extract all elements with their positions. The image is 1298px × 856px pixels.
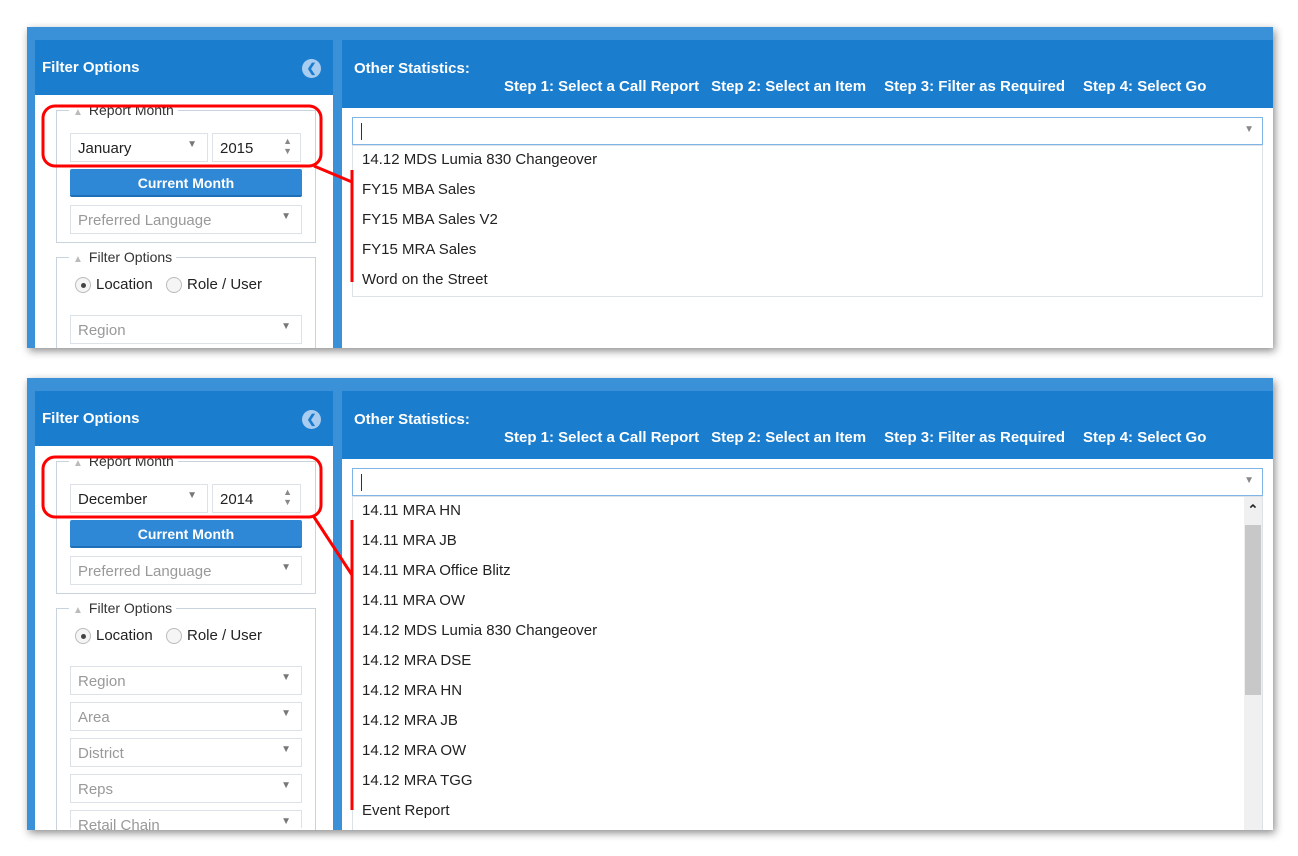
list-item[interactable]: Word on the Street <box>362 271 488 288</box>
main-header: Other Statistics: Step 1: Select a Call … <box>342 391 1273 459</box>
report-month-fieldset: ▲ Report Month December ▼ 2014 ▲ ▼ Current M… <box>56 453 316 594</box>
filter-options-legend: Filter Options <box>88 600 173 616</box>
main-content: Other Statistics: Step 1: Select a Call … <box>342 391 1273 830</box>
step-1: Step 1: Select a Call Report <box>504 429 700 446</box>
list-item[interactable]: 14.12 MRA OW <box>362 742 467 759</box>
step-1: Step 1: Select a Call Report <box>504 78 700 95</box>
page-title: Other Statistics: <box>354 60 470 77</box>
chevron-up-icon[interactable]: ⌃ <box>1247 502 1259 517</box>
filter-options-fieldset: ▲ Filter Options Location Role / User Reg… <box>56 249 316 348</box>
list-item[interactable]: 14.12 MDS Lumia 830 Changeover <box>362 151 598 168</box>
collapse-triangle-icon[interactable]: ▲ <box>73 605 83 616</box>
preferred-language-select[interactable]: Preferred Language ▼ <box>70 556 302 585</box>
chevron-down-icon[interactable]: ▼ <box>1244 124 1254 135</box>
list-item[interactable]: FY15 MBA Sales V2 <box>362 211 498 228</box>
page-title: Other Statistics: <box>354 411 470 428</box>
spinner-arrows-icon[interactable]: ▲ ▼ <box>283 487 292 507</box>
list-item[interactable]: 14.11 MRA OW <box>362 592 466 609</box>
collapse-triangle-icon[interactable]: ▲ <box>73 254 83 265</box>
list-item[interactable]: 14.12 MRA JB <box>362 712 458 729</box>
step-4: Step 4: Select Go <box>1083 78 1207 95</box>
step-2: Step 2: Select an Item <box>711 429 867 446</box>
chevron-down-icon: ▼ <box>281 321 291 332</box>
year-spinner[interactable]: 2015 ▲ ▼ <box>212 133 301 162</box>
list-item[interactable]: 14.11 MRA Office Blitz <box>362 562 511 579</box>
filter-sidebar: Filter Options ❮ ▲ Report Month December ▼… <box>35 391 333 830</box>
chevron-down-icon: ▼ <box>281 816 291 827</box>
report-month-legend: Report Month <box>88 102 174 118</box>
sidebar-header: Filter Options ❮ <box>35 391 333 446</box>
sidebar-header: Filter Options ❮ <box>35 40 333 95</box>
text-cursor <box>361 123 362 140</box>
filter-sidebar: Filter Options ❮ ▲ Report Month January ▼ … <box>35 40 333 348</box>
list-item[interactable]: 14.12 MRA TGG <box>362 772 473 789</box>
step-instructions: Step 1: Select a Call Report Step 2: Sel… <box>504 78 1206 95</box>
screenshot-panel-1: Filter Options ❮ ▲ Report Month January ▼ … <box>27 27 1273 348</box>
collapse-left-icon[interactable]: ❮ <box>302 59 321 78</box>
collapse-triangle-icon[interactable]: ▲ <box>73 107 83 118</box>
month-select[interactable]: December ▼ <box>70 484 208 513</box>
chevron-down-icon: ▼ <box>187 490 197 501</box>
select-retail-chain[interactable]: Retail Chain ▼ <box>70 810 302 830</box>
step-3: Step 3: Filter as Required <box>884 429 1066 446</box>
select-region[interactable]: Region ▼ <box>70 666 302 695</box>
chevron-down-icon: ▼ <box>281 708 291 719</box>
list-item[interactable]: 14.12 MDS Lumia 830 Changeover <box>362 622 598 639</box>
chevron-down-icon: ▼ <box>281 211 291 222</box>
step-instructions: Step 1: Select a Call Report Step 2: Sel… <box>504 429 1206 446</box>
radio-location[interactable]: Location <box>75 276 153 293</box>
chevron-down-icon[interactable]: ▼ <box>1244 475 1254 486</box>
radio-role-user[interactable]: Role / User <box>166 276 262 293</box>
preferred-language-select[interactable]: Preferred Language ▼ <box>70 205 302 234</box>
select-district[interactable]: District ▼ <box>70 738 302 767</box>
list-item[interactable]: Event Report <box>362 802 450 819</box>
collapse-left-icon[interactable]: ❮ <box>302 410 321 429</box>
call-report-dropdown-list: 14.12 MDS Lumia 830 Changeover FY15 MBA S… <box>352 145 1263 297</box>
select-region[interactable]: Region ▼ <box>70 315 302 344</box>
chevron-down-icon: ▼ <box>281 744 291 755</box>
text-cursor <box>361 474 362 491</box>
year-spinner[interactable]: 2014 ▲ ▼ <box>212 484 301 513</box>
collapse-triangle-icon[interactable]: ▲ <box>73 458 83 469</box>
step-2: Step 2: Select an Item <box>711 78 867 95</box>
sidebar-title: Filter Options <box>42 410 140 427</box>
spinner-arrows-icon[interactable]: ▲ ▼ <box>283 136 292 156</box>
month-select[interactable]: January ▼ <box>70 133 208 162</box>
main-header: Other Statistics: Step 1: Select a Call … <box>342 40 1273 108</box>
radio-role-user[interactable]: Role / User <box>166 627 262 644</box>
chevron-down-icon: ▼ <box>281 562 291 573</box>
report-month-legend: Report Month <box>88 453 174 469</box>
filter-options-legend: Filter Options <box>88 249 173 265</box>
current-month-button[interactable]: Current Month <box>70 520 302 548</box>
call-report-combobox[interactable]: ▼ <box>352 117 1263 145</box>
main-content: Other Statistics: Step 1: Select a Call … <box>342 40 1273 348</box>
chevron-down-icon: ▼ <box>281 672 291 683</box>
list-item[interactable]: FY15 MRA Sales <box>362 241 477 258</box>
list-item[interactable]: 14.11 MRA JB <box>362 532 457 549</box>
scrollbar-thumb[interactable] <box>1245 525 1261 695</box>
list-item[interactable]: 14.12 MRA HN <box>362 682 463 699</box>
scrollbar[interactable]: ⌃ <box>1244 497 1262 830</box>
step-4: Step 4: Select Go <box>1083 429 1207 446</box>
list-item[interactable]: 14.11 MRA HN <box>362 502 461 519</box>
select-area[interactable]: Area ▼ <box>70 702 302 731</box>
current-month-button[interactable]: Current Month <box>70 169 302 197</box>
filter-options-fieldset: ▲ Filter Options Location Role / User Reg… <box>56 600 316 830</box>
chevron-down-icon: ▼ <box>281 780 291 791</box>
sidebar-title: Filter Options <box>42 59 140 76</box>
list-item[interactable]: FY15 MBA Sales <box>362 181 476 198</box>
chevron-down-icon: ▼ <box>187 139 197 150</box>
call-report-combobox[interactable]: ▼ <box>352 468 1263 496</box>
step-3: Step 3: Filter as Required <box>884 78 1066 95</box>
call-report-dropdown-list: 14.11 MRA HN 14.11 MRA JB 14.11 MRA Office… <box>352 496 1263 830</box>
report-month-fieldset: ▲ Report Month January ▼ 2015 ▲ ▼ Current Mo… <box>56 102 316 243</box>
list-item[interactable]: 14.12 MRA DSE <box>362 652 472 669</box>
radio-location[interactable]: Location <box>75 627 153 644</box>
screenshot-panel-2: Filter Options ❮ ▲ Report Month December ▼… <box>27 378 1273 830</box>
select-reps[interactable]: Reps ▼ <box>70 774 302 803</box>
